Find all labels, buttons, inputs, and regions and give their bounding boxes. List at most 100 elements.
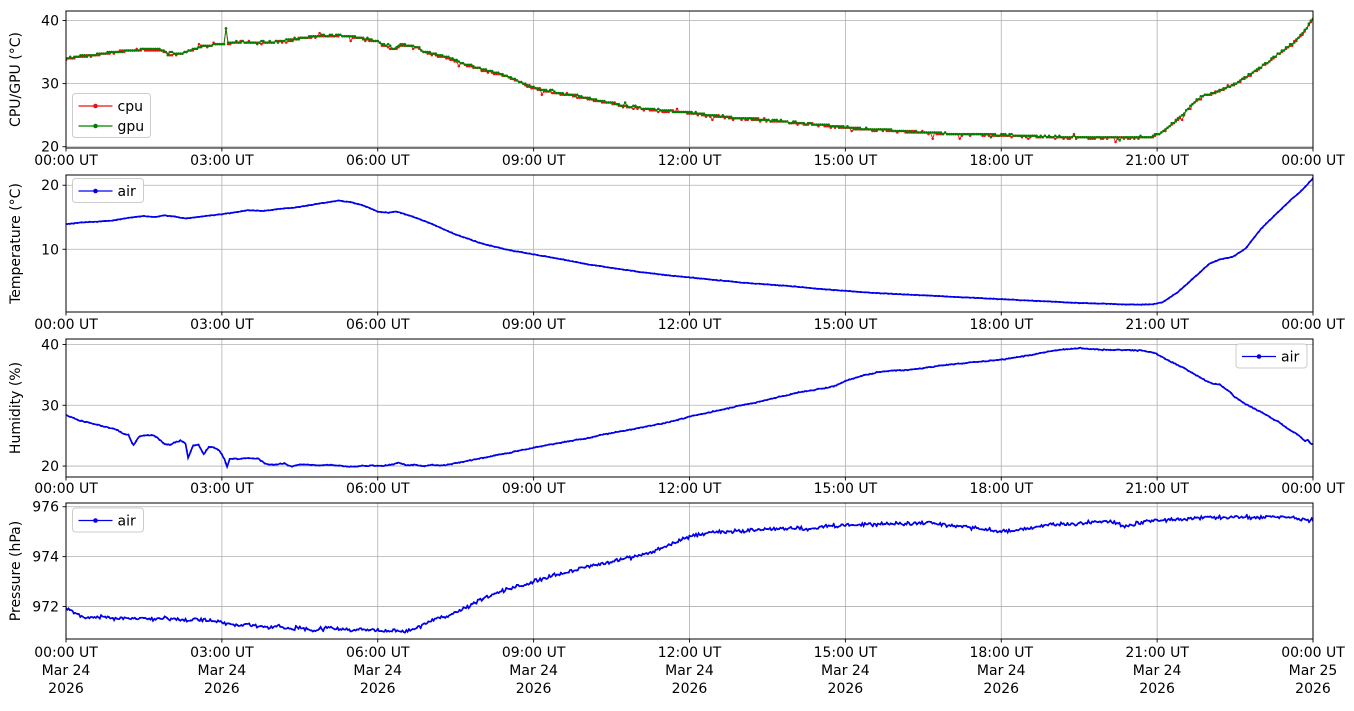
data-point: [641, 271, 644, 274]
data-point: [138, 435, 142, 438]
data-point: [1054, 524, 1057, 527]
data-point: [1027, 137, 1030, 141]
data-point: [423, 465, 426, 468]
data-point: [440, 53, 444, 57]
data-point: [707, 278, 711, 281]
data-point: [790, 121, 793, 125]
data-point: [1045, 136, 1049, 139]
data-point: [1082, 347, 1085, 350]
data-point: [1105, 348, 1108, 351]
data-point: [781, 394, 785, 398]
data-point: [965, 296, 968, 299]
data-point: [474, 602, 477, 605]
data-point: [107, 219, 110, 222]
data-point: [958, 137, 961, 141]
data-point: [349, 465, 352, 468]
data-point: [721, 113, 725, 117]
data-point: [154, 215, 157, 218]
data-point: [1070, 347, 1073, 350]
data-point: [594, 435, 598, 438]
data-point: [943, 131, 947, 134]
data-point: [1297, 36, 1300, 40]
data-point: [1230, 256, 1233, 259]
data-point: [1022, 134, 1026, 137]
data-point: [614, 558, 617, 561]
data-point: [789, 525, 792, 529]
data-point: [918, 131, 922, 134]
data-point: [189, 619, 192, 622]
data-point: [991, 132, 995, 136]
data-point: [1245, 403, 1248, 406]
data-point: [926, 521, 929, 524]
data-point: [131, 216, 134, 219]
data-point: [318, 627, 321, 630]
data-point: [1257, 516, 1260, 519]
data-point: [1249, 240, 1252, 243]
data-point: [395, 46, 398, 49]
data-point: [1299, 33, 1302, 36]
data-point: [827, 123, 830, 126]
data-point: [158, 47, 161, 51]
data-point: [77, 55, 80, 59]
data-point: [1027, 354, 1030, 357]
data-point: [607, 101, 610, 104]
data-point: [1066, 348, 1069, 351]
data-point: [241, 39, 244, 43]
data-point: [871, 525, 874, 528]
data-point: [427, 464, 430, 467]
data-point: [154, 47, 157, 51]
data-point: [1132, 303, 1135, 306]
data-point: [339, 33, 342, 36]
data-point: [146, 433, 149, 437]
data-point: [372, 39, 375, 43]
data-point: [1178, 115, 1182, 118]
data-point: [364, 38, 367, 41]
data-point: [1295, 38, 1298, 41]
data-point: [586, 96, 589, 100]
data-point: [1164, 128, 1167, 131]
data-point: [961, 526, 964, 529]
data-point: [1216, 90, 1219, 93]
data-point: [145, 47, 149, 51]
data-point: [859, 291, 863, 294]
data-point: [177, 216, 181, 219]
data-point: [1206, 264, 1209, 267]
data-point: [263, 625, 266, 628]
data-point: [536, 254, 539, 257]
data-point: [1118, 136, 1121, 139]
data-point: [867, 373, 870, 376]
data-point: [392, 463, 395, 466]
data-point: [181, 440, 184, 443]
data-point: [992, 530, 995, 533]
data-point: [563, 572, 566, 575]
data-point: [251, 457, 255, 460]
data-point: [1056, 136, 1059, 139]
data-point: [640, 107, 643, 111]
legend: air: [72, 178, 144, 203]
data-point: [353, 465, 356, 468]
data-point: [654, 109, 658, 112]
data-point: [232, 623, 235, 626]
data-point: [555, 91, 558, 95]
data-point: [168, 53, 172, 57]
data-point: [1043, 351, 1046, 354]
data-point: [322, 464, 325, 467]
data-point: [106, 50, 109, 54]
data-point: [493, 245, 496, 248]
data-point: [964, 132, 968, 136]
data-point: [1114, 140, 1117, 144]
data-point: [852, 290, 855, 293]
data-point: [520, 448, 523, 451]
data-point: [115, 617, 118, 620]
data-point: [962, 132, 966, 136]
data-point: [1308, 181, 1311, 184]
data-point: [812, 123, 816, 126]
data-point: [1152, 351, 1155, 354]
data-point: [649, 424, 652, 427]
data-point: [657, 546, 660, 549]
data-point: [532, 253, 535, 256]
data-point: [532, 580, 535, 583]
data-point: [462, 606, 465, 609]
data-point: [407, 44, 411, 47]
data-point: [1166, 126, 1169, 130]
